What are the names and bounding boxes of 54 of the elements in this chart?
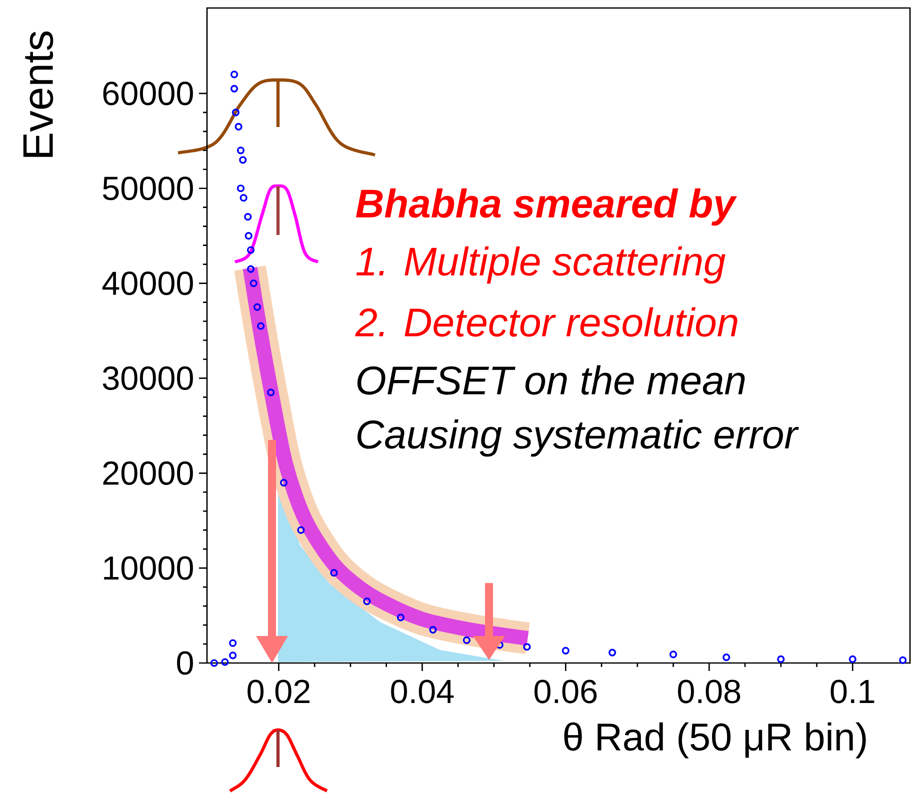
point: [244, 232, 252, 240]
y-tick-label: 50000: [102, 176, 193, 200]
point: [267, 388, 275, 396]
y-tick-label: 60000: [103, 82, 193, 106]
point: [210, 659, 218, 667]
point: [221, 658, 229, 666]
point: [232, 108, 240, 116]
point: [250, 279, 258, 288]
point: [669, 650, 678, 658]
point: [257, 322, 265, 330]
point: [246, 265, 255, 273]
y-tick-label: 30000: [102, 366, 193, 390]
annotation: Bhabha smeared by: [356, 188, 738, 226]
point: [297, 526, 305, 534]
point: [244, 213, 252, 221]
point: [230, 70, 238, 78]
y-axis-title: Events: [23, 31, 54, 157]
point: [239, 156, 247, 164]
point: [848, 655, 856, 664]
point: [280, 478, 288, 486]
y-tick-label: 40000: [102, 271, 193, 296]
point: [229, 652, 237, 660]
point: [777, 655, 785, 664]
point: [234, 122, 242, 130]
point: [240, 194, 248, 202]
point: [396, 614, 404, 622]
y-tick-label: 0: [177, 651, 193, 675]
x-tick-label: 0.02: [248, 680, 310, 704]
point: [523, 643, 531, 651]
annotation: OFFSET on the mean: [357, 365, 745, 395]
point: [722, 654, 730, 662]
x-axis-title: θ Rad (50 μR bin): [564, 722, 866, 758]
y-tick-label: 10000: [104, 556, 193, 580]
y-tick-label: 20000: [103, 461, 193, 485]
point: [230, 84, 238, 92]
point: [246, 246, 255, 254]
annotation: Causing systematic error: [357, 419, 799, 457]
point: [899, 656, 907, 664]
x-tick-label: 0.1: [830, 680, 874, 704]
annotation: 1. Multiple scattering: [356, 246, 726, 284]
point: [562, 646, 570, 654]
x-tick-label: 0.08: [678, 680, 740, 704]
point: [429, 626, 437, 634]
point: [363, 597, 371, 606]
x-tick-label: 0.04: [391, 680, 454, 704]
annotation: 2. Detector resolution: [355, 307, 738, 337]
x-tick-label: 0.06: [534, 680, 597, 704]
point: [462, 636, 470, 644]
point: [608, 648, 616, 656]
point: [330, 569, 338, 577]
point: [236, 184, 245, 192]
point: [253, 303, 262, 311]
point: [236, 146, 245, 154]
point: [229, 639, 237, 647]
